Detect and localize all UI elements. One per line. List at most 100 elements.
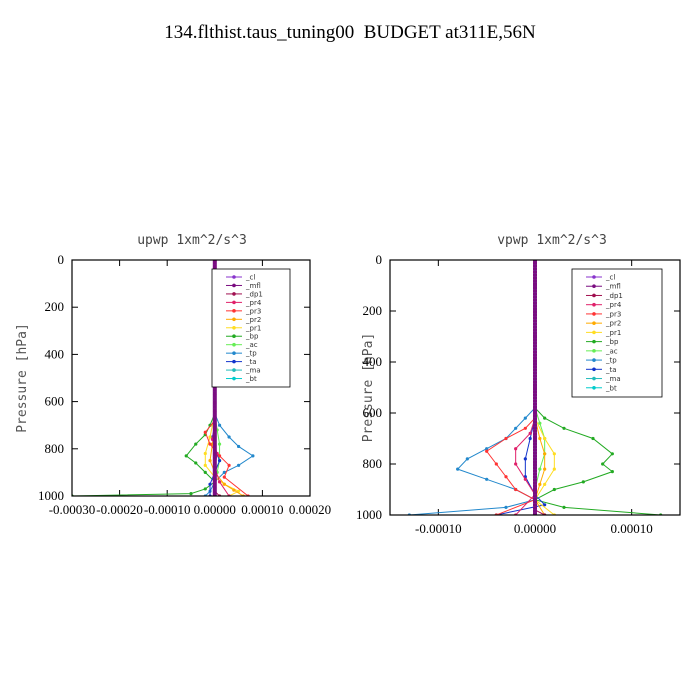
data-point xyxy=(533,298,537,302)
y-tick-label: 200 xyxy=(363,303,383,318)
data-point xyxy=(533,273,537,277)
legend-label: _pr2 xyxy=(605,320,621,328)
data-point xyxy=(533,387,537,391)
series-line-bp xyxy=(72,260,216,496)
data-point xyxy=(208,435,212,439)
data-point xyxy=(504,436,508,441)
data-point xyxy=(533,313,537,317)
data-point xyxy=(533,282,537,286)
legend-marker xyxy=(232,342,236,347)
data-point xyxy=(533,396,537,400)
data-point xyxy=(237,463,241,467)
legend-box xyxy=(211,268,291,388)
data-point xyxy=(504,505,508,509)
data-point xyxy=(212,476,217,480)
data-point xyxy=(217,423,222,427)
data-point xyxy=(212,417,217,421)
data-point xyxy=(533,264,537,268)
data-point xyxy=(533,463,537,467)
data-point xyxy=(533,435,537,439)
data-point xyxy=(533,402,537,406)
legend-label: _mfl xyxy=(245,282,261,290)
y-axis-label: Pressure [hPa] xyxy=(15,323,30,433)
data-point xyxy=(533,445,537,449)
data-point xyxy=(533,399,537,403)
data-point xyxy=(538,482,542,486)
data-point xyxy=(222,475,226,479)
data-point xyxy=(212,402,217,406)
data-point xyxy=(212,459,217,463)
y-tick-label: 0 xyxy=(58,252,65,267)
legend-box xyxy=(571,268,663,398)
legend-label: _ta xyxy=(605,366,617,374)
data-point xyxy=(194,461,198,465)
y-tick-label: 400 xyxy=(45,346,65,361)
data-point xyxy=(533,270,537,274)
data-point xyxy=(533,295,537,299)
data-point xyxy=(212,385,217,389)
data-point xyxy=(222,470,226,474)
data-point xyxy=(533,304,537,308)
legend-marker xyxy=(232,292,236,296)
y-tick-label: 1000 xyxy=(38,488,64,503)
data-point xyxy=(533,371,537,375)
y-tick-label: 0 xyxy=(376,252,383,267)
legend-label: _bt xyxy=(245,375,257,383)
series-line-tp xyxy=(409,260,537,515)
data-point xyxy=(212,428,217,432)
data-point xyxy=(533,365,537,369)
data-point xyxy=(533,286,537,290)
legend-marker xyxy=(232,275,236,279)
data-point xyxy=(212,264,217,268)
data-point xyxy=(528,431,532,435)
data-point xyxy=(194,442,198,446)
data-point xyxy=(538,467,542,471)
data-point xyxy=(523,477,527,481)
x-tick-label: 0.00000 xyxy=(514,521,556,536)
plot-frame xyxy=(389,259,681,516)
data-point xyxy=(203,451,207,456)
data-point xyxy=(212,405,217,409)
data-point xyxy=(523,416,527,420)
legend-marker xyxy=(232,317,236,322)
data-point xyxy=(533,429,537,433)
data-point xyxy=(212,261,217,265)
data-point xyxy=(591,436,595,441)
data-point xyxy=(533,307,537,311)
y-tick-label: 800 xyxy=(363,456,383,471)
data-point xyxy=(203,463,207,467)
data-point xyxy=(533,301,537,305)
legend-label: _bp xyxy=(605,338,619,346)
data-point xyxy=(543,416,547,420)
data-point xyxy=(251,454,255,458)
legend-label: _dp1 xyxy=(605,292,623,300)
data-point xyxy=(212,266,217,270)
legend-marker xyxy=(232,325,236,330)
data-point xyxy=(533,506,537,510)
data-point xyxy=(212,468,217,472)
data-point xyxy=(212,465,217,469)
legend-marker xyxy=(232,351,236,355)
data-point xyxy=(533,347,537,351)
data-point xyxy=(203,430,207,434)
data-point xyxy=(533,481,537,485)
data-point xyxy=(237,444,241,449)
data-point xyxy=(533,344,537,348)
data-point xyxy=(533,393,537,397)
data-point xyxy=(212,431,217,435)
legend-marker xyxy=(232,376,236,381)
data-point xyxy=(538,436,542,441)
data-point xyxy=(533,261,537,265)
x-tick-label: -0.00030 xyxy=(49,502,96,517)
legend-marker xyxy=(592,293,596,298)
data-point xyxy=(212,493,217,496)
data-point xyxy=(533,439,537,443)
legend-marker xyxy=(592,312,596,316)
data-point xyxy=(212,434,217,438)
legend-label: _cl xyxy=(605,274,615,282)
data-point xyxy=(533,279,537,283)
legend-label: _cl xyxy=(245,274,255,282)
data-point xyxy=(552,467,556,471)
data-point xyxy=(212,436,217,440)
